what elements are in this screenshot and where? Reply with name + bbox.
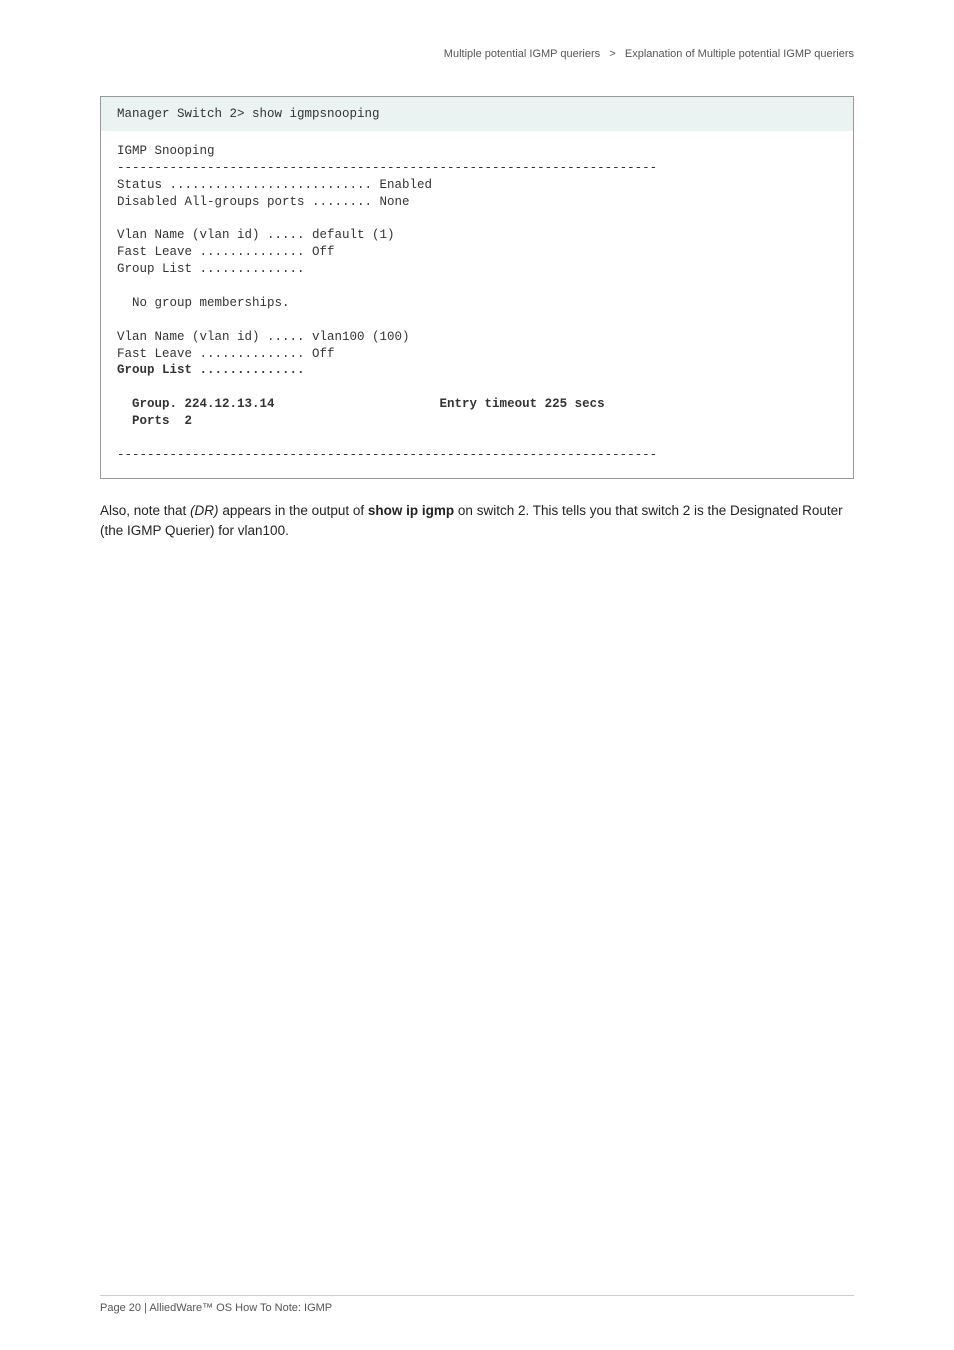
code-line: Vlan Name (vlan id) ..... default (1) [117,228,395,242]
code-line-bold: Group. 224.12.13.14 Entry timeout 225 se… [117,397,605,411]
code-line: ----------------------------------------… [117,448,657,462]
code-line: Disabled All-groups ports ........ None [117,195,410,209]
body-paragraph: Also, note that (DR) appears in the outp… [100,501,854,542]
code-line: Vlan Name (vlan id) ..... vlan100 (100) [117,330,410,344]
header-right: Explanation of Multiple potential IGMP q… [625,48,854,60]
code-line: Status ........................... Enabl… [117,178,432,192]
code-line: Group List .............. [117,262,305,276]
code-line-bold: Group List .............. [117,363,305,377]
code-line: IGMP Snooping [117,144,215,158]
page-header: Multiple potential IGMP queriers > Expla… [100,48,854,60]
para-bold: show ip igmp [368,503,454,518]
code-output: IGMP Snooping --------------------------… [101,131,853,478]
header-left: Multiple potential IGMP queriers [444,48,600,60]
code-line: Fast Leave .............. Off [117,245,335,259]
header-sep: > [609,48,615,60]
code-line: No group memberships. [117,296,290,310]
footer-text: Page 20 | AlliedWare™ OS How To Note: IG… [100,1302,332,1314]
code-line: ----------------------------------------… [117,161,657,175]
para-text: appears in the output of [219,503,368,518]
code-line-bold: Ports 2 [117,414,192,428]
page-footer: Page 20 | AlliedWare™ OS How To Note: IG… [100,1295,854,1314]
code-block: Manager Switch 2> show igmpsnooping IGMP… [100,96,854,479]
para-italic: (DR) [190,503,219,518]
page-container: Multiple potential IGMP queriers > Expla… [0,0,954,1350]
code-command: Manager Switch 2> show igmpsnooping [101,97,853,131]
para-text: Also, note that [100,503,190,518]
code-line: Fast Leave .............. Off [117,347,335,361]
